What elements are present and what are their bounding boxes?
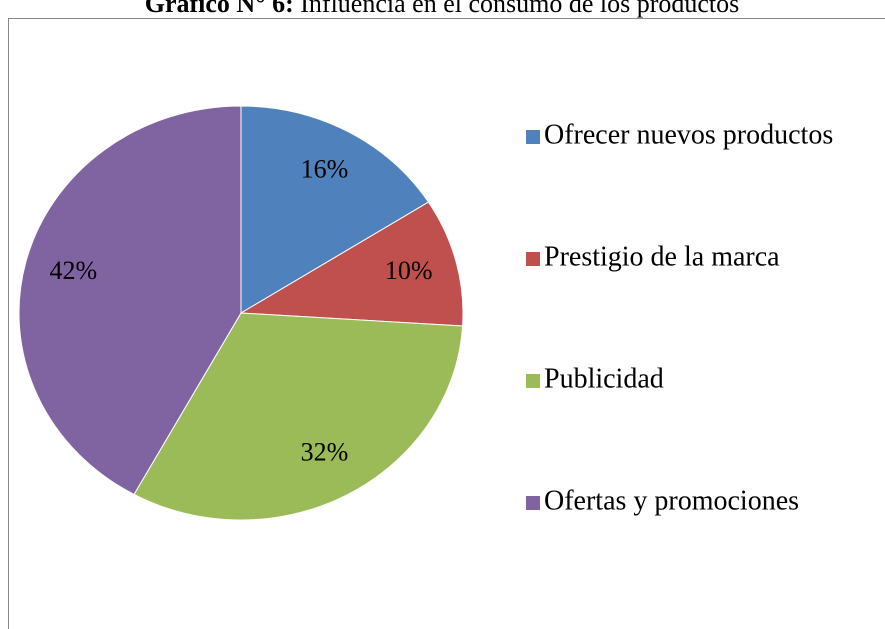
chart-title: Gráfico N° 6: Influencia en el consumo d… bbox=[145, 0, 740, 18]
legend-swatch bbox=[526, 252, 540, 266]
legend-swatch bbox=[526, 374, 540, 388]
data-label: 16% bbox=[301, 154, 349, 183]
pie-slice bbox=[239, 201, 464, 327]
title-label: Gráfico N° 6: bbox=[145, 0, 294, 18]
legend-label: Ofertas y promociones bbox=[544, 485, 799, 516]
pie-slice bbox=[133, 312, 464, 521]
legend-swatch bbox=[526, 496, 540, 510]
legend-label: Publicidad bbox=[544, 363, 664, 394]
legend-swatch bbox=[526, 130, 540, 144]
pie-slice bbox=[240, 105, 430, 314]
legend-label: Prestigio de la marca bbox=[544, 241, 780, 272]
data-label: 32% bbox=[301, 437, 349, 466]
pie-slice bbox=[18, 105, 242, 496]
data-label: 42% bbox=[49, 256, 97, 285]
data-label: 10% bbox=[385, 256, 433, 285]
legend-label: Ofrecer nuevos productos bbox=[544, 119, 833, 150]
title-text: Influencia en el consumo de los producto… bbox=[300, 0, 739, 18]
